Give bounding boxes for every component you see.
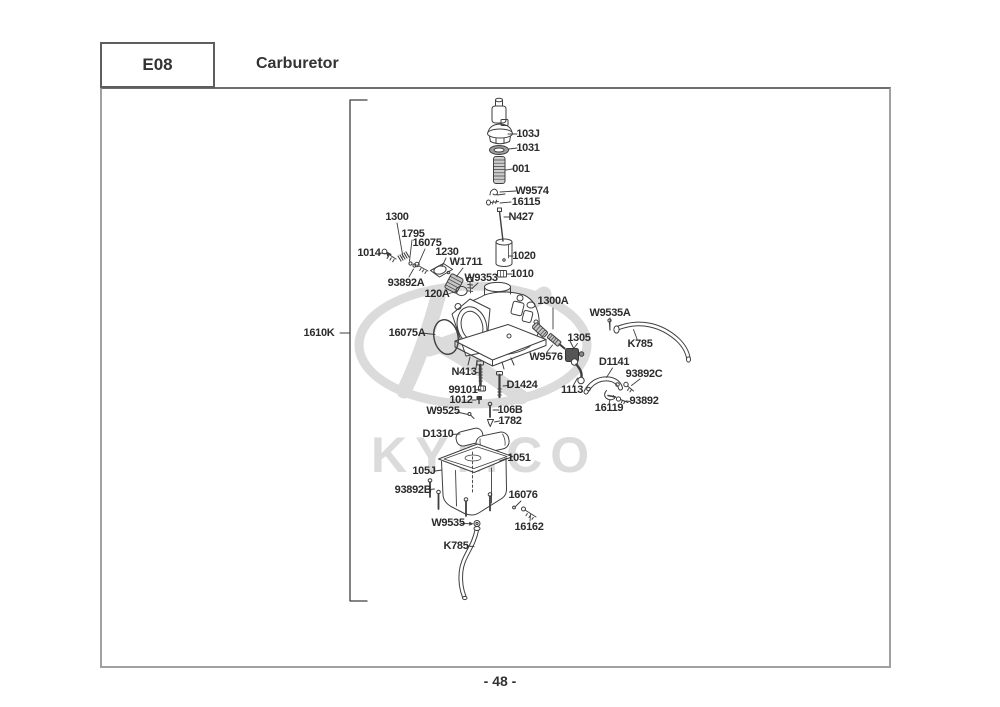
part-n427-needle: [497, 207, 504, 242]
part-label-W1711: W1711: [449, 256, 483, 268]
part-label-N427: N427: [508, 211, 534, 223]
part-label-W9574: W9574: [515, 185, 549, 197]
part-w9576-jet: [546, 333, 566, 350]
part-label-1300A: 1300A: [537, 295, 569, 307]
part-label-16115: 16115: [511, 196, 541, 208]
parts-artwork: [381, 97, 691, 601]
part-label-1031: 1031: [516, 142, 540, 154]
part-label-K785: K785: [627, 338, 653, 350]
page-number: - 48 -: [483, 673, 517, 689]
part-93892-screw: [615, 396, 629, 405]
part-105j-float-bowl: [438, 443, 513, 516]
part-16075a-oring: [433, 319, 459, 355]
part-label-99101: 99101: [448, 384, 478, 396]
page-title: Carburetor: [256, 55, 339, 72]
part-label-D1310: D1310: [422, 428, 454, 440]
leader-lines: [339, 133, 641, 547]
part-label-93892A: 93892A: [387, 277, 425, 289]
part-label-1012: 1012: [449, 394, 473, 406]
part-label-1051: 1051: [507, 452, 531, 464]
part-label-W9535A: W9535A: [589, 307, 631, 319]
part-label-120A: 120A: [424, 288, 450, 300]
part-label-1305: 1305: [567, 332, 591, 344]
part-d1141-bracket: [583, 376, 623, 395]
part-label-W9576: W9576: [529, 351, 563, 363]
part-label-106B: 106B: [497, 404, 523, 416]
part-001-spring: [493, 156, 506, 184]
part-label-1230: 1230: [435, 246, 459, 258]
section-code: E08: [142, 55, 173, 74]
part-label-1113: 1113: [560, 384, 584, 396]
part-label-D1141: D1141: [598, 356, 630, 368]
group-bracket-1610k: [349, 99, 368, 602]
part-16115-screw: [486, 199, 499, 206]
part-k785-fuel-tube-right: [613, 321, 691, 363]
part-label-1010: 1010: [510, 268, 534, 280]
part-label-D1424: D1424: [506, 379, 538, 391]
part-label-16075A: 16075A: [388, 327, 426, 339]
part-label-K785: K785: [443, 540, 469, 552]
part-label-1014: 1014: [357, 247, 381, 259]
part-label-W9353: W9353: [464, 272, 498, 284]
part-120a-oring: [455, 285, 468, 297]
part-carburetor-body: [451, 281, 547, 370]
part-label-93892: 93892: [629, 395, 659, 407]
part-1795-spring: [397, 251, 410, 262]
part-1300a-spring: [532, 322, 548, 338]
part-d1424-bolt: [496, 371, 503, 399]
part-label-1795: 1795: [401, 228, 425, 240]
part-93892a-screw: [414, 261, 429, 274]
part-k785-drain-tube-bottom: [458, 526, 481, 601]
part-label-1782: 1782: [498, 415, 522, 427]
part-w9574-clip: [489, 188, 506, 196]
part-1010-nut: [497, 270, 507, 278]
part-label-N413: N413: [451, 366, 477, 378]
part-16119-clamp: [604, 390, 617, 401]
part-label-105J: 105J: [412, 465, 436, 477]
part-label-16119: 16119: [594, 402, 624, 414]
part-93892c-screw: [623, 381, 634, 393]
part-label-93892C: 93892C: [625, 368, 663, 380]
part-1305-throttle-stop: [565, 340, 585, 362]
part-1782-float-valve: [487, 419, 494, 427]
part-label-1610K: 1610K: [303, 327, 335, 339]
part-label-93892B: 93892B: [394, 484, 432, 496]
part-1031-ring: [489, 145, 509, 155]
part-label-1300: 1300: [385, 211, 409, 223]
part-label-W9525: W9525: [426, 405, 460, 417]
part-label-001: 001: [512, 163, 530, 175]
part-w9525-pin: [467, 412, 475, 419]
part-16076-16162-screws: [512, 505, 537, 520]
part-1113-link: [570, 358, 585, 385]
part-label-16076: 16076: [508, 489, 538, 501]
part-label-103J: 103J: [516, 128, 540, 140]
part-106b-pin: [487, 401, 493, 418]
part-label-1020: 1020: [512, 250, 536, 262]
part-103j-cap: [487, 119, 513, 145]
section-code-box: E08: [100, 42, 215, 88]
part-w1711-plug: [444, 273, 464, 294]
part-1020-throttle-valve: [495, 238, 513, 267]
part-label-W9535: W9535: [431, 517, 465, 529]
part-label-16162: 16162: [514, 521, 544, 533]
part-1012-screw: [476, 396, 482, 405]
part-w9353-bolt: [467, 277, 474, 294]
part-label-16075: 16075: [412, 237, 442, 249]
part-1230-plate: [430, 263, 453, 278]
